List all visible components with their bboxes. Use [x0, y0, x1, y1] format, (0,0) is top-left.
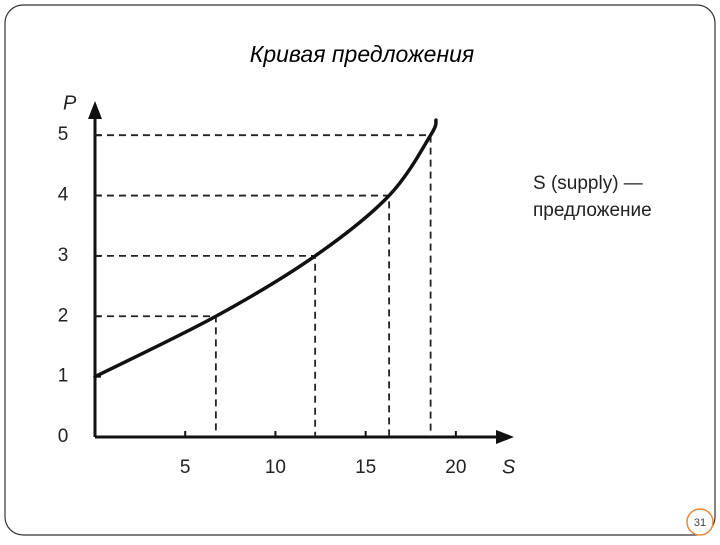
annotation: S (supply) — [533, 173, 643, 194]
y-tick-label tick: 2 [58, 305, 69, 326]
y-tick-label tick: 1 [58, 366, 69, 387]
slide-frame [4, 4, 716, 536]
page-badge [686, 508, 714, 536]
page-number: 31 [694, 517, 706, 529]
guide-line [95, 134, 432, 437]
y-tick-label tick: 5 [58, 124, 69, 145]
slide-title: Кривая предложения [250, 41, 474, 67]
plot: P S 0 1 2 3 4 5 5 10 15 20 S (supply) — предложение [58, 92, 652, 478]
x-tick-label: 15 [355, 457, 376, 478]
y-axis-arrow [88, 101, 102, 119]
supply-curve [93, 118, 438, 379]
x-axis-arrow [496, 430, 514, 444]
x-tick-label: 5 [180, 457, 191, 478]
x-axis-label: S [502, 456, 516, 478]
y-tick-label tick: 4 [58, 185, 69, 206]
annotation: предложение [533, 200, 652, 221]
x-tick-label: 20 [445, 457, 466, 478]
y-tick-label tick: 3 [58, 245, 69, 266]
y-tick-label tick: 0 [58, 426, 69, 447]
y-axis-label: P [63, 92, 77, 114]
x-tick-label: 10 [265, 457, 286, 478]
